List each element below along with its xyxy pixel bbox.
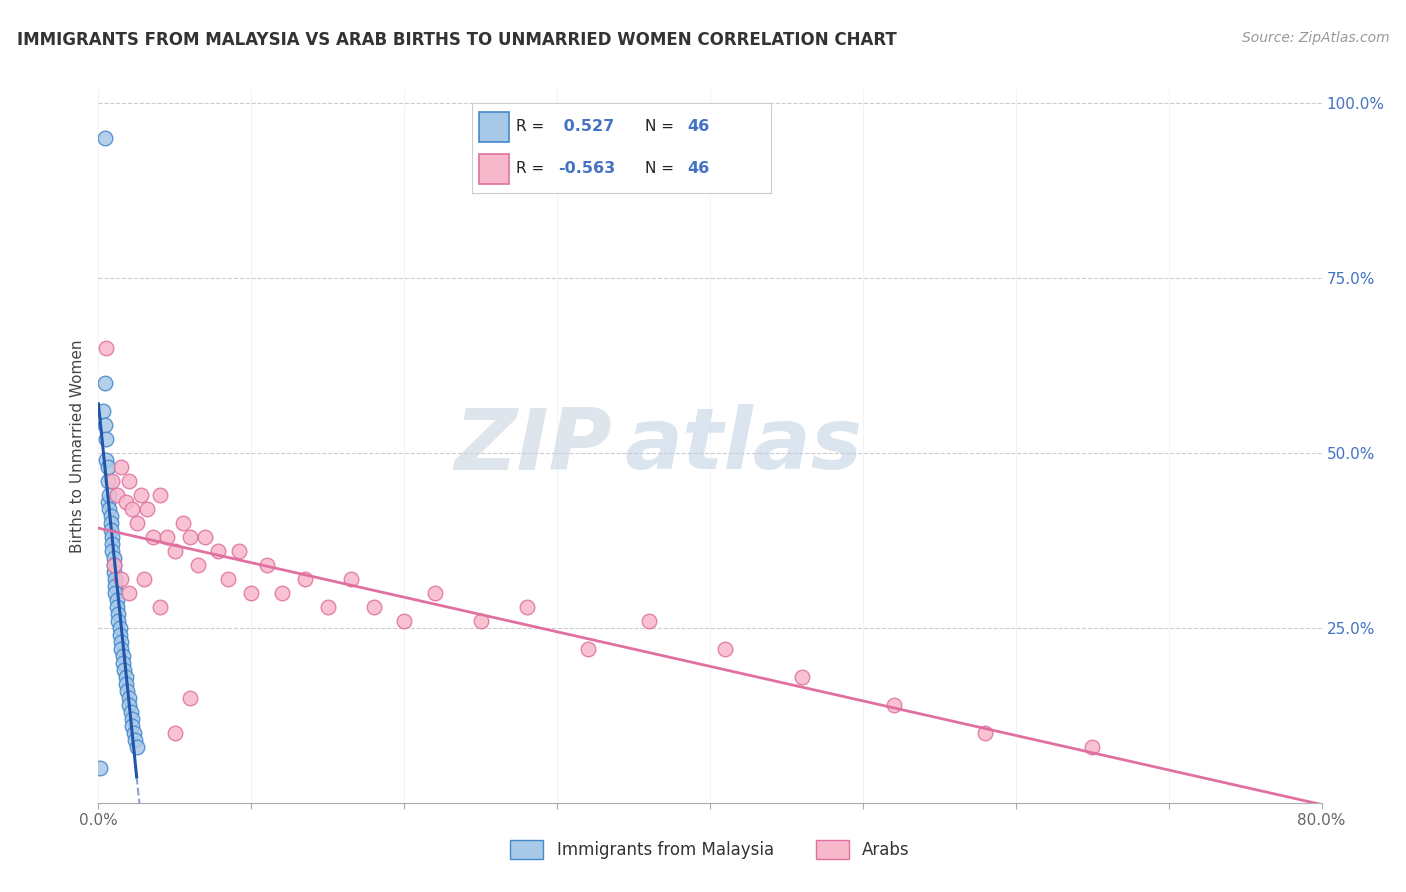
Point <box>107 607 129 621</box>
Point <box>339 572 361 586</box>
Point <box>207 544 229 558</box>
Point <box>105 593 128 607</box>
Text: IMMIGRANTS FROM MALAYSIA VS ARAB BIRTHS TO UNMARRIED WOMEN CORRELATION CHART: IMMIGRANTS FROM MALAYSIA VS ARAB BIRTHS … <box>17 31 897 49</box>
Point <box>101 544 124 558</box>
Point <box>98 488 121 502</box>
Point <box>576 641 599 656</box>
Point <box>104 572 127 586</box>
Point <box>97 460 120 475</box>
Point <box>103 558 125 572</box>
Point <box>134 572 156 586</box>
Point <box>129 488 152 502</box>
Point <box>97 474 120 488</box>
Point <box>93 417 115 432</box>
Point <box>149 599 172 614</box>
Point <box>392 614 416 628</box>
Point <box>111 656 134 670</box>
Point <box>118 698 141 712</box>
Point <box>316 599 339 614</box>
Point <box>118 474 141 488</box>
Point <box>142 530 165 544</box>
Legend: Immigrants from Malaysia, Arabs: Immigrants from Malaysia, Arabs <box>503 833 917 866</box>
Point <box>240 586 263 600</box>
Point <box>91 404 114 418</box>
Point <box>187 558 209 572</box>
Point <box>94 341 117 355</box>
Point <box>112 663 135 677</box>
Point <box>98 502 121 516</box>
Point <box>115 495 138 509</box>
Point <box>714 641 737 656</box>
Point <box>974 726 997 740</box>
Point <box>108 628 131 642</box>
Point <box>1081 739 1104 754</box>
Text: Source: ZipAtlas.com: Source: ZipAtlas.com <box>1241 31 1389 45</box>
Point <box>111 648 134 663</box>
Point <box>97 495 120 509</box>
Point <box>118 690 141 705</box>
Point <box>121 712 143 726</box>
Point <box>194 530 217 544</box>
Point <box>125 739 148 754</box>
Point <box>110 635 132 649</box>
Point <box>294 572 316 586</box>
Point <box>101 537 124 551</box>
Point <box>163 544 186 558</box>
Point <box>115 670 138 684</box>
Point <box>423 586 446 600</box>
Point <box>516 599 538 614</box>
Point <box>179 530 201 544</box>
Text: atlas: atlas <box>624 404 862 488</box>
Point <box>104 586 127 600</box>
Point <box>100 516 122 530</box>
Point <box>172 516 194 530</box>
Y-axis label: Births to Unmarried Women: Births to Unmarried Women <box>69 339 84 553</box>
Point <box>270 586 292 600</box>
Point <box>115 677 138 691</box>
Point <box>122 726 145 740</box>
Point <box>110 641 132 656</box>
Text: ZIP: ZIP <box>454 404 612 488</box>
Point <box>179 690 201 705</box>
Point <box>93 376 115 390</box>
Point <box>104 579 127 593</box>
Point <box>120 705 142 719</box>
Point <box>136 502 159 516</box>
Point <box>163 726 186 740</box>
Point <box>105 599 128 614</box>
Point <box>101 474 124 488</box>
Point <box>118 586 141 600</box>
Point <box>124 732 146 747</box>
Point <box>883 698 905 712</box>
Point <box>790 670 813 684</box>
Point <box>125 516 148 530</box>
Point <box>117 684 139 698</box>
Point <box>103 550 125 565</box>
Point <box>108 621 131 635</box>
Point <box>103 565 125 579</box>
Point <box>637 614 661 628</box>
Point <box>110 572 132 586</box>
Point <box>89 761 111 775</box>
Point <box>93 131 115 145</box>
Point <box>121 502 143 516</box>
Point <box>100 523 122 537</box>
Point <box>156 530 179 544</box>
Point <box>105 488 128 502</box>
Point <box>107 614 129 628</box>
Point <box>228 544 250 558</box>
Point <box>149 488 172 502</box>
Point <box>217 572 239 586</box>
Point <box>103 558 125 572</box>
Point <box>110 460 132 475</box>
Point <box>121 719 143 733</box>
Point <box>94 432 117 446</box>
Point <box>100 508 122 523</box>
Point <box>256 558 278 572</box>
Point <box>363 599 385 614</box>
Point <box>94 453 117 467</box>
Point <box>101 530 124 544</box>
Point <box>470 614 492 628</box>
